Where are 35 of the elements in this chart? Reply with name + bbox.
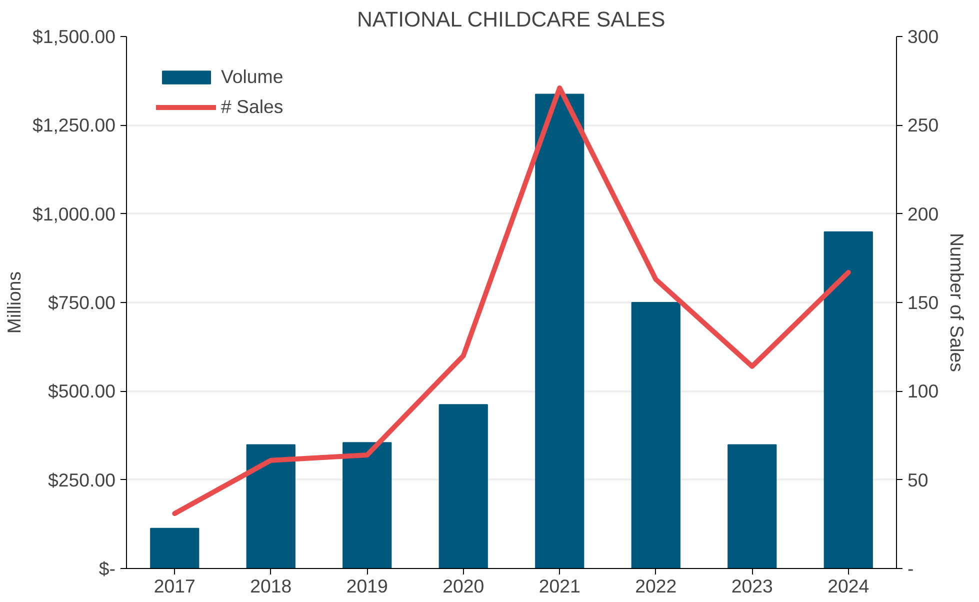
x-tick-label: 2020 bbox=[442, 576, 484, 596]
bar bbox=[535, 94, 584, 568]
y-tick-label: $750.00 bbox=[48, 292, 116, 313]
bar bbox=[631, 302, 680, 568]
x-tick-label: 2024 bbox=[828, 576, 870, 596]
bar bbox=[246, 444, 296, 568]
y-tick-label: $500.00 bbox=[48, 380, 116, 402]
x-tick-label: 2018 bbox=[250, 576, 292, 596]
y2-tick-label: - bbox=[908, 558, 914, 579]
y-tick-label: $1,250.00 bbox=[32, 114, 116, 136]
y2-tick-label: 200 bbox=[908, 203, 939, 224]
y2-tick-label: 300 bbox=[908, 26, 939, 47]
x-tick-label: 2017 bbox=[154, 576, 196, 596]
x-tick-label: 2023 bbox=[731, 576, 773, 596]
y-tick-label: $- bbox=[98, 558, 116, 579]
bar bbox=[438, 404, 488, 568]
legend-label: Volume bbox=[221, 66, 284, 88]
bar bbox=[728, 444, 777, 568]
bar bbox=[150, 528, 200, 568]
bar bbox=[342, 442, 392, 568]
x-tick-label: 2019 bbox=[346, 576, 388, 596]
y2-axis-title: Number of Sales bbox=[946, 233, 968, 372]
x-tick-label: 2022 bbox=[635, 576, 677, 596]
chart-title: NATIONAL CHILDCARE SALES bbox=[357, 8, 666, 32]
y-axis-title: Millions bbox=[4, 271, 25, 334]
y2-tick-label: 50 bbox=[908, 469, 928, 490]
y2-tick-label: 250 bbox=[908, 114, 939, 136]
y-tick-label: $1,500.00 bbox=[32, 26, 116, 47]
x-tick-label: 2021 bbox=[538, 576, 580, 596]
y-tick-label: $250.00 bbox=[48, 469, 116, 490]
y2-tick-label: 150 bbox=[908, 292, 939, 313]
y2-tick-label: 100 bbox=[908, 380, 939, 402]
bar bbox=[824, 231, 873, 568]
y-tick-label: $1,000.00 bbox=[32, 203, 116, 224]
legend-label: # Sales bbox=[221, 96, 284, 118]
